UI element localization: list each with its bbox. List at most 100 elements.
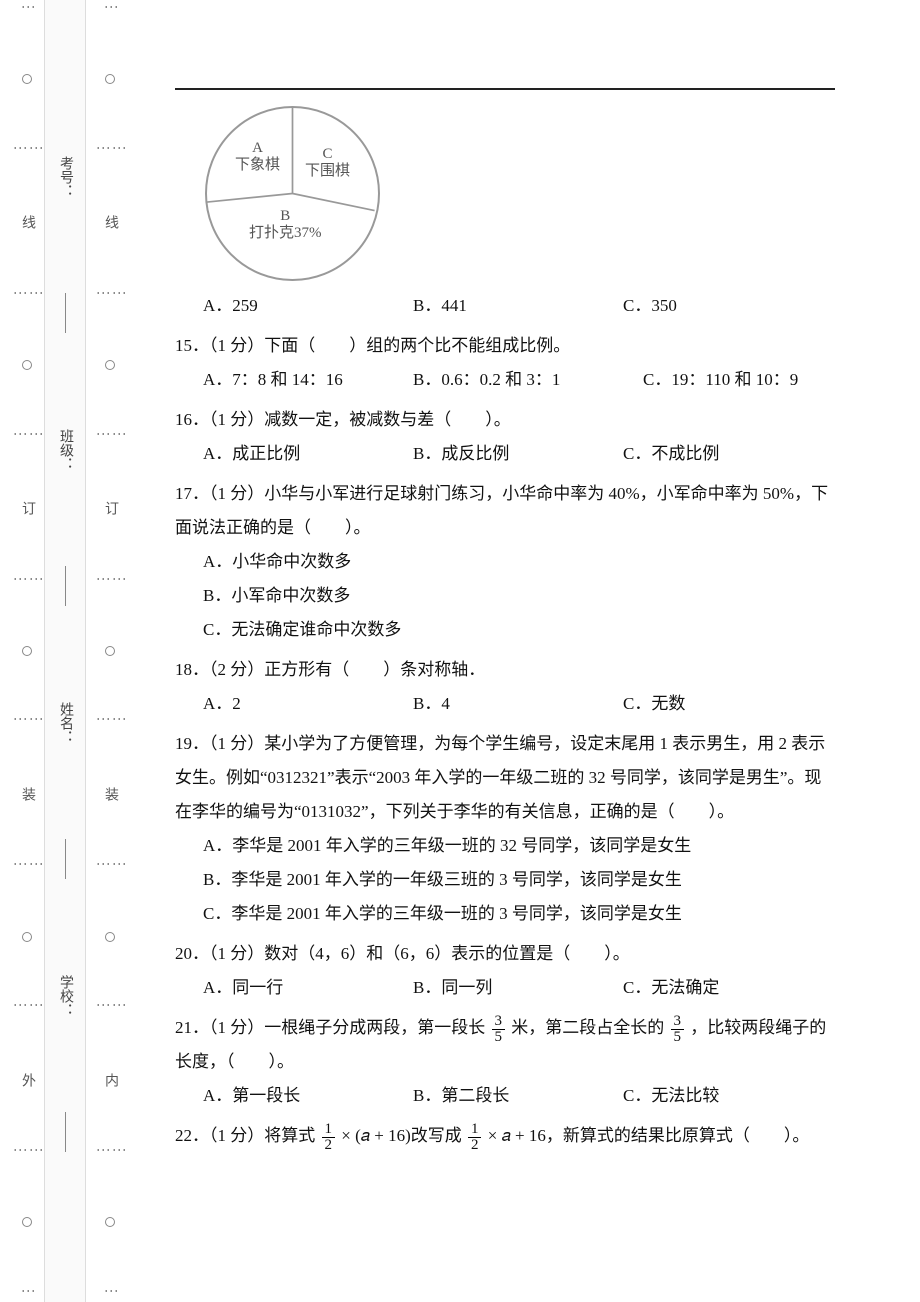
field-underline <box>65 839 66 879</box>
binding-circle <box>105 360 115 370</box>
question-19: 19．（1 分）某小学为了方便管理，为每个学生编号，设定末尾用 1 表示男生，用… <box>175 727 835 931</box>
question-15: 15．（1 分）下面（ ）组的两个比不能组成比例。 A．7：8 和 14：16 … <box>175 329 835 397</box>
fraction-1-2: 1 2 <box>322 1122 336 1153</box>
option-c-text: 无法确定谁命中次数多 <box>231 620 401 639</box>
outer-char: 订 <box>17 501 37 515</box>
fraction-numerator: 1 <box>322 1122 336 1138</box>
option-c-text: 不成比例 <box>651 444 719 463</box>
binding-circle <box>105 932 115 942</box>
stem-text: ，比较两段绳子的 <box>690 1018 826 1037</box>
field-school: 学校： <box>55 969 75 1023</box>
option-b-text: 441 <box>441 296 467 315</box>
option-c-text: 19：110 和 10：9 <box>671 370 798 389</box>
option-b: B．同一列 <box>413 971 623 1005</box>
dots: ⋮ <box>19 1284 35 1302</box>
dots: ⋮⋮ <box>94 141 126 159</box>
field-name: 姓名： <box>55 696 75 750</box>
binding-strip-fields: 考号： 班级： 姓名： 学校： <box>44 0 86 1302</box>
dots: ⋮⋮ <box>11 286 43 304</box>
outer-char: 外 <box>17 1073 37 1087</box>
option-b: B．441 <box>413 289 623 323</box>
fraction-3-5: 3 5 <box>492 1014 506 1045</box>
question-stem-line2: 面说法正确的是（ ）。 <box>175 511 835 545</box>
option-b: B．小军命中次数多 <box>203 579 835 613</box>
field-underline <box>65 293 66 333</box>
option-a: A．259 <box>203 289 413 323</box>
pie-slice-c-label: C 下围棋 <box>305 146 350 181</box>
fraction-denominator: 5 <box>671 1030 685 1045</box>
question-stem: 22．（1 分）将算式 1 2 × (𝑎 + 16)改写成 1 2 × 𝑎 + … <box>175 1119 835 1153</box>
fraction-denominator: 5 <box>492 1030 506 1045</box>
pie-slice-b-label: B 打扑克37% <box>249 208 322 243</box>
option-a: A．2 <box>203 687 413 721</box>
option-b: B．0.6：0.2 和 3：1 <box>413 363 643 397</box>
pie-c-text: 下围棋 <box>305 163 350 179</box>
question-21: 21．（1 分）一根绳子分成两段，第一段长 3 5 米，第二段占全长的 3 5 … <box>175 1011 835 1113</box>
option-c: C．无数 <box>623 687 833 721</box>
option-a-text: 第一段长 <box>232 1086 300 1105</box>
dots: ⋮⋮ <box>11 998 43 1016</box>
dots: ⋮⋮ <box>94 712 126 730</box>
question-stem: 18．（2 分）正方形有（ ）条对称轴． <box>175 653 835 687</box>
option-a: A．同一行 <box>203 971 413 1005</box>
option-a: A．李华是 2001 年入学的三年级一班的 32 号同学，该同学是女生 <box>203 829 835 863</box>
field-underline <box>65 1112 66 1152</box>
field-exam-no: 考号： <box>55 150 75 204</box>
question-22: 22．（1 分）将算式 1 2 × (𝑎 + 16)改写成 1 2 × 𝑎 + … <box>175 1119 835 1153</box>
question-stem-line3: 在李华的编号为“0131032”，下列关于李华的有关信息，正确的是（ ）。 <box>175 795 835 829</box>
option-a: A．7：8 和 14：16 <box>203 363 413 397</box>
pie-chart: A 下象棋 C 下围棋 B 打扑克37% <box>205 106 380 281</box>
binding-circle <box>22 74 32 84</box>
option-c: C．无法比较 <box>623 1079 833 1113</box>
question-16: 16．（1 分）减数一定，被减数与差（ ）。 A．成正比例 B．成反比例 C．不… <box>175 403 835 471</box>
option-a-text: 小华命中次数多 <box>232 552 351 571</box>
option-b-text: 第二段长 <box>441 1086 509 1105</box>
question-18: 18．（2 分）正方形有（ ）条对称轴． A．2 B．4 C．无数 <box>175 653 835 721</box>
fraction-numerator: 3 <box>671 1014 685 1030</box>
dots: ⋮⋮ <box>11 427 43 445</box>
binding-strip-outer: ⋮ ⋮⋮ 线 ⋮⋮ ⋮⋮ 订 ⋮⋮ ⋮⋮ 装 ⋮⋮ ⋮⋮ 外 ⋮⋮ ⋮ <box>10 0 44 1302</box>
option-c-text: 李华是 2001 年入学的三年级一班的 3 号同学，该同学是女生 <box>231 904 682 923</box>
option-a-text: 李华是 2001 年入学的三年级一班的 32 号同学，该同学是女生 <box>232 836 691 855</box>
binding-circle <box>105 74 115 84</box>
option-a-text: 2 <box>232 694 241 713</box>
dots: ⋮⋮ <box>11 572 43 590</box>
dots: ⋮⋮ <box>11 712 43 730</box>
pie-divider-lines <box>207 108 378 279</box>
fraction-1-2: 1 2 <box>468 1122 482 1153</box>
question-stem-line1: 19．（1 分）某小学为了方便管理，为每个学生编号，设定末尾用 1 表示男生，用… <box>175 727 835 761</box>
fraction-denominator: 2 <box>468 1138 482 1153</box>
option-b-text: 成反比例 <box>441 444 509 463</box>
inner-char: 内 <box>100 1073 120 1087</box>
inner-char: 线 <box>100 215 120 229</box>
option-c: C．无法确定谁命中次数多 <box>203 613 835 647</box>
pie-a-key: A <box>252 140 263 156</box>
fraction-3-5: 3 5 <box>671 1014 685 1045</box>
field-underline <box>65 566 66 606</box>
stem-text: 米，第二段占全长的 <box>511 1018 668 1037</box>
dots: ⋮ <box>102 1284 118 1302</box>
option-a: A．成正比例 <box>203 437 413 471</box>
fraction-numerator: 3 <box>492 1014 506 1030</box>
option-a-text: 同一行 <box>232 978 283 997</box>
exam-content: A 下象棋 C 下围棋 B 打扑克37% A．259 B．441 C．350 1… <box>175 88 835 1159</box>
question-stem-line1: 21．（1 分）一根绳子分成两段，第一段长 3 5 米，第二段占全长的 3 5 … <box>175 1011 835 1045</box>
dots: ⋮⋮ <box>94 572 126 590</box>
option-a-text: 7：8 和 14：16 <box>232 370 343 389</box>
option-c: C．350 <box>623 289 833 323</box>
option-b-text: 4 <box>441 694 450 713</box>
inner-char: 装 <box>100 787 120 801</box>
dots: ⋮⋮ <box>94 427 126 445</box>
option-b: B．第二段长 <box>413 1079 623 1113</box>
question-stem: 16．（1 分）减数一定，被减数与差（ ）。 <box>175 403 835 437</box>
question-stem: 15．（1 分）下面（ ）组的两个比不能组成比例。 <box>175 329 835 363</box>
outer-char: 装 <box>17 787 37 801</box>
option-a-text: 259 <box>232 296 258 315</box>
pie-b-text: 打扑克37% <box>249 225 322 241</box>
pie-a-text: 下象棋 <box>235 157 280 173</box>
question-stem-line2: 女生。例如“0312321”表示“2003 年入学的一年级二班的 32 号同学，… <box>175 761 835 795</box>
option-c: C．19：110 和 10：9 <box>643 363 853 397</box>
dots: ⋮⋮ <box>11 1143 43 1161</box>
stem-text: × (𝑎 + 16)改写成 <box>341 1126 461 1145</box>
binding-circle <box>22 360 32 370</box>
